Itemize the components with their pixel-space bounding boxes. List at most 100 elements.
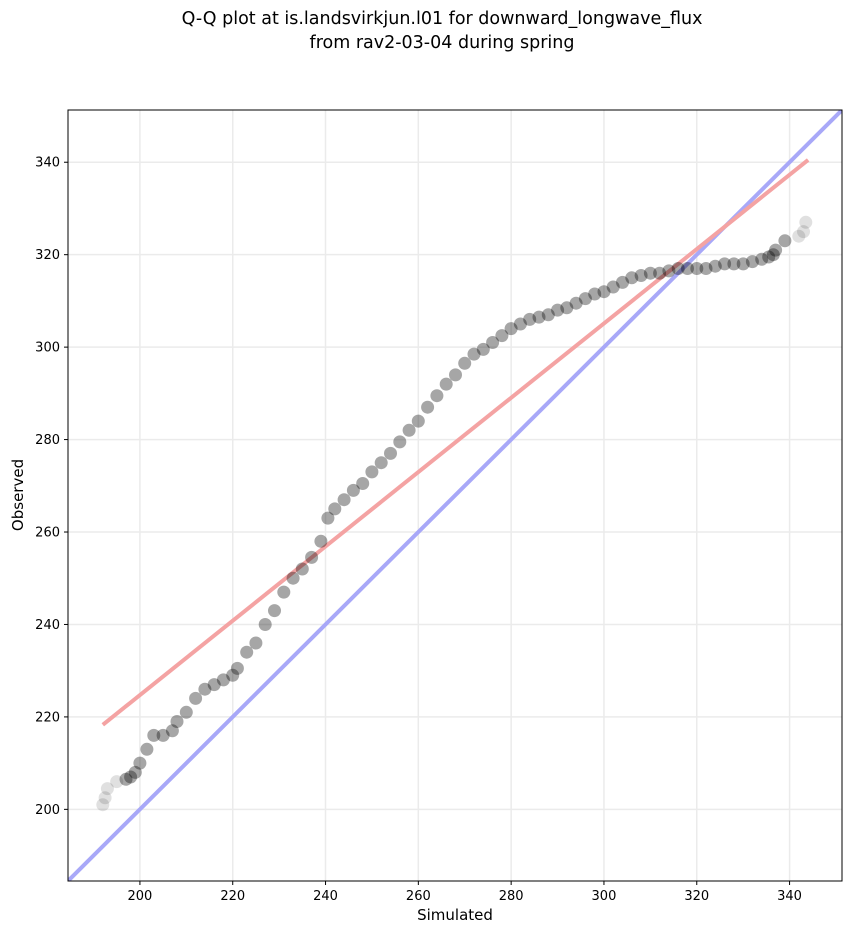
quantile-point xyxy=(495,329,509,343)
quantile-point xyxy=(96,798,110,812)
quantile-point xyxy=(314,534,328,548)
quantile-point xyxy=(156,728,170,742)
quantile-point xyxy=(606,280,620,294)
quantile-point xyxy=(268,604,281,618)
quantile-point xyxy=(699,262,713,275)
plot-frame xyxy=(67,109,843,882)
quantile-point xyxy=(476,342,490,356)
quantile-point xyxy=(708,259,722,273)
quantile-point xyxy=(430,389,444,403)
quantile-point xyxy=(792,229,806,243)
quantile-point xyxy=(766,248,780,262)
quantile-point xyxy=(797,225,810,239)
quantile-point xyxy=(634,269,648,282)
quantile-point xyxy=(690,262,704,275)
quantile-point xyxy=(727,257,741,271)
quantile-point xyxy=(532,310,546,324)
x-tick-label: 260 xyxy=(406,889,431,904)
quantile-point xyxy=(230,661,244,675)
y-tick-label: 240 xyxy=(35,618,60,633)
quantile-point xyxy=(295,562,309,576)
x-tick-label: 320 xyxy=(684,889,709,904)
quantile-point xyxy=(321,511,335,525)
quantile-point xyxy=(179,705,193,719)
quantile-point xyxy=(486,336,500,349)
quantile-point xyxy=(560,301,574,315)
quantile-point xyxy=(98,791,112,805)
quantile-point xyxy=(653,266,667,280)
quantile-point xyxy=(249,636,263,650)
y-tick-label: 300 xyxy=(35,341,60,356)
quantile-point xyxy=(119,772,133,786)
quantile-point xyxy=(110,775,124,789)
quantile-point xyxy=(504,322,518,336)
quantile-point xyxy=(662,264,676,278)
quantile-point xyxy=(286,571,300,585)
quantile-point xyxy=(778,234,792,248)
x-tick-label: 280 xyxy=(499,889,524,904)
quantile-point xyxy=(258,618,272,631)
quantile-point xyxy=(467,347,481,361)
quantile-point xyxy=(769,243,783,257)
quantile-point xyxy=(458,356,472,370)
quantile-point xyxy=(384,446,397,460)
quantile-point xyxy=(365,465,379,479)
grid-lines xyxy=(68,110,842,881)
quantile-point xyxy=(402,423,416,437)
x-tick-label: 240 xyxy=(313,889,338,904)
quantile-point xyxy=(346,483,360,497)
quantile-point xyxy=(597,285,611,299)
axis-ticks: 200 220 240 260 280 300 320 340 200 220 240 260 280 3… xyxy=(35,156,802,904)
quantile-point xyxy=(762,250,776,264)
fit-line xyxy=(101,158,810,727)
quantile-point xyxy=(718,257,732,271)
quantile-point xyxy=(305,550,319,564)
quantile-point xyxy=(328,502,342,516)
quantile-point xyxy=(140,742,154,756)
quantile-point xyxy=(277,585,291,599)
quantile-point xyxy=(133,756,147,770)
quantile-point xyxy=(128,765,142,779)
x-axis-label: Simulated xyxy=(417,906,493,924)
quantile-point xyxy=(100,782,114,796)
quantile-point xyxy=(799,215,813,229)
quantile-point xyxy=(449,368,462,382)
x-tick-label: 300 xyxy=(592,889,617,904)
quantile-point xyxy=(541,308,555,322)
reference-lines xyxy=(68,110,842,881)
chart-title: Q-Q plot at is.landsvirkjun.l01 for down… xyxy=(182,9,703,29)
quantile-point xyxy=(147,728,161,742)
quantile-point xyxy=(523,312,537,326)
x-tick-label: 200 xyxy=(128,889,153,904)
quantile-point xyxy=(207,678,221,692)
quantile-point xyxy=(736,257,750,271)
y-tick-label: 320 xyxy=(35,248,60,263)
quantile-point xyxy=(226,668,240,682)
y-tick-label: 200 xyxy=(35,803,60,818)
chart-subtitle: from rav2-03-04 during spring xyxy=(310,33,575,53)
quantile-point xyxy=(421,400,435,414)
quantile-point xyxy=(551,303,565,317)
quantile-point xyxy=(170,715,184,728)
quantile-point xyxy=(643,266,657,280)
quantile-point xyxy=(216,673,230,687)
quantile-point xyxy=(513,317,527,331)
x-tick-label: 220 xyxy=(220,889,245,904)
quantile-point xyxy=(240,645,254,659)
quantile-point xyxy=(755,252,769,266)
quantile-point xyxy=(198,682,212,696)
quantile-point xyxy=(124,770,138,784)
quantile-point xyxy=(356,477,370,490)
quantile-points xyxy=(96,215,813,812)
quantile-point xyxy=(616,275,629,289)
quantile-point xyxy=(569,296,583,310)
quantile-point xyxy=(337,493,351,507)
y-tick-label: 220 xyxy=(35,710,60,725)
y-tick-label: 260 xyxy=(35,526,60,541)
quantile-point xyxy=(439,377,453,391)
quantile-point xyxy=(189,691,203,705)
y-axis-label: Observed xyxy=(9,459,27,531)
quantile-point xyxy=(625,271,639,285)
quantile-point xyxy=(671,262,685,275)
